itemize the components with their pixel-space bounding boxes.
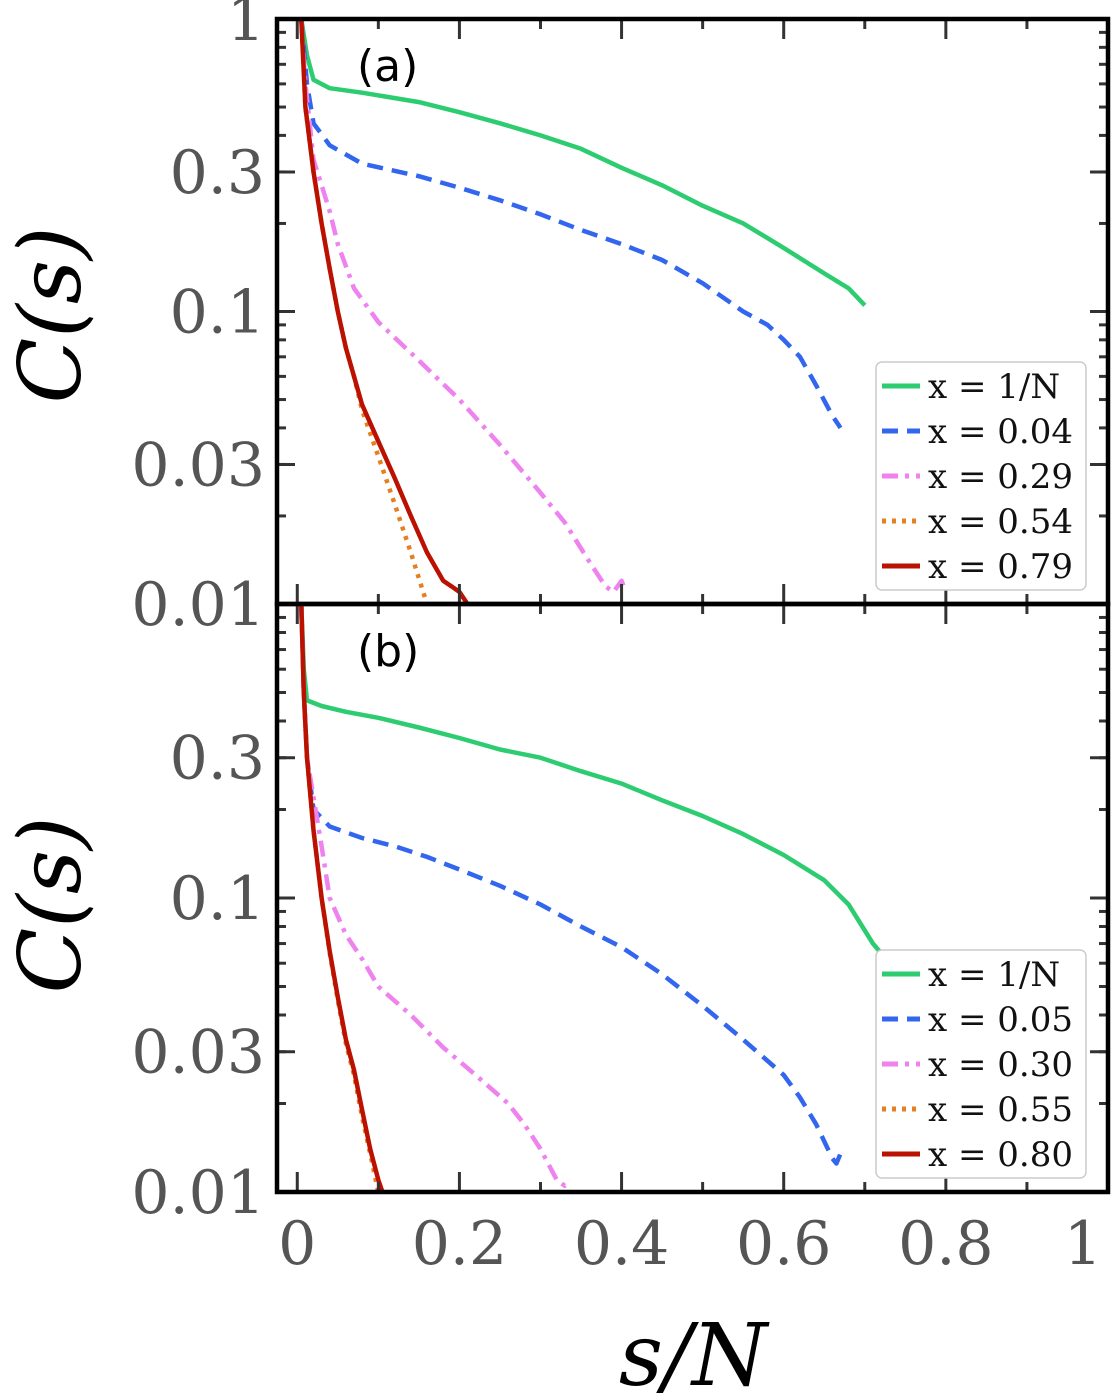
legend: x = 1/N x = 0.05 x = 0.30 x = 0.55 x = 0.80: [875, 949, 1087, 1179]
axes-frame: [274, 601, 1111, 1195]
y-axis-label-b: C(s): [1, 816, 101, 993]
y-tick-label: 0.03: [131, 430, 265, 500]
panel-label: (a): [357, 41, 418, 92]
series-line-b-4: [299, 604, 385, 1192]
y-tick-label: 0.01: [131, 570, 265, 640]
panel-b: 0.30.10.030.010 0.2 0.4 0.6 0.8 1(b)x = 1/Nx …: [131, 601, 1111, 1279]
legend-label: x = 0.30: [928, 1045, 1073, 1085]
series-line-b-3: [299, 604, 381, 1192]
x-tick-label: 0.2: [412, 1209, 507, 1279]
series-line-b-0: [299, 604, 883, 955]
series-line-b-1: [299, 604, 843, 1166]
y-axis-label-a: C(s): [1, 226, 101, 403]
x-tick-label: 1: [1064, 1209, 1102, 1279]
legend-box: [875, 361, 1087, 591]
legend-label: x = 0.54: [928, 502, 1073, 542]
y-tick-label: 0.01: [131, 1158, 265, 1228]
x-axis-label: s/N: [619, 1306, 770, 1396]
legend-label: x = 1/N: [928, 955, 1060, 995]
x-tick-label: 0: [278, 1209, 316, 1279]
legend-label: x = 0.29: [928, 457, 1073, 497]
legend-label: x = 0.80: [928, 1135, 1073, 1175]
legend: x = 1/N x = 0.04 x = 0.29 x = 0.54 x = 0.79: [875, 361, 1087, 591]
x-tick-label: 0.6: [736, 1209, 831, 1279]
y-tick-label: 0.3: [170, 138, 265, 208]
y-tick-label: 1: [227, 0, 265, 55]
panel-a: 1 0.3 0.1 0.03 0.01 (a) x = 1/N x = 0.04 x = 0.2…: [131, 0, 1111, 640]
series-line-a-4: [299, 19, 470, 604]
y-tick-label: 0.1: [170, 864, 265, 934]
ylabel-a-group: C(s): [1, 226, 101, 403]
series-line-a-3: [299, 19, 430, 604]
legend-label: x = 0.05: [928, 1000, 1073, 1040]
x-tick-label: 0.4: [574, 1209, 669, 1279]
legend-box: [875, 949, 1087, 1179]
series-line-a-2: [299, 19, 628, 595]
legend-label: x = 1/N: [928, 367, 1060, 407]
legend-label: x = 0.04: [928, 412, 1073, 452]
y-tick-label: 0.3: [170, 724, 265, 794]
series-line-b-2: [299, 604, 571, 1189]
series-line-a-0: [299, 19, 867, 307]
panel-label: (b): [357, 626, 419, 677]
y-tick-label: 0.03: [131, 1018, 265, 1088]
series-line-a-1: [299, 19, 843, 430]
x-tick-label: 0.8: [898, 1209, 993, 1279]
y-tick-label: 0.1: [170, 278, 265, 348]
legend-label: x = 0.55: [928, 1090, 1073, 1130]
ylabel-b-group: C(s): [1, 816, 101, 993]
legend-label: x = 0.79: [928, 547, 1073, 587]
